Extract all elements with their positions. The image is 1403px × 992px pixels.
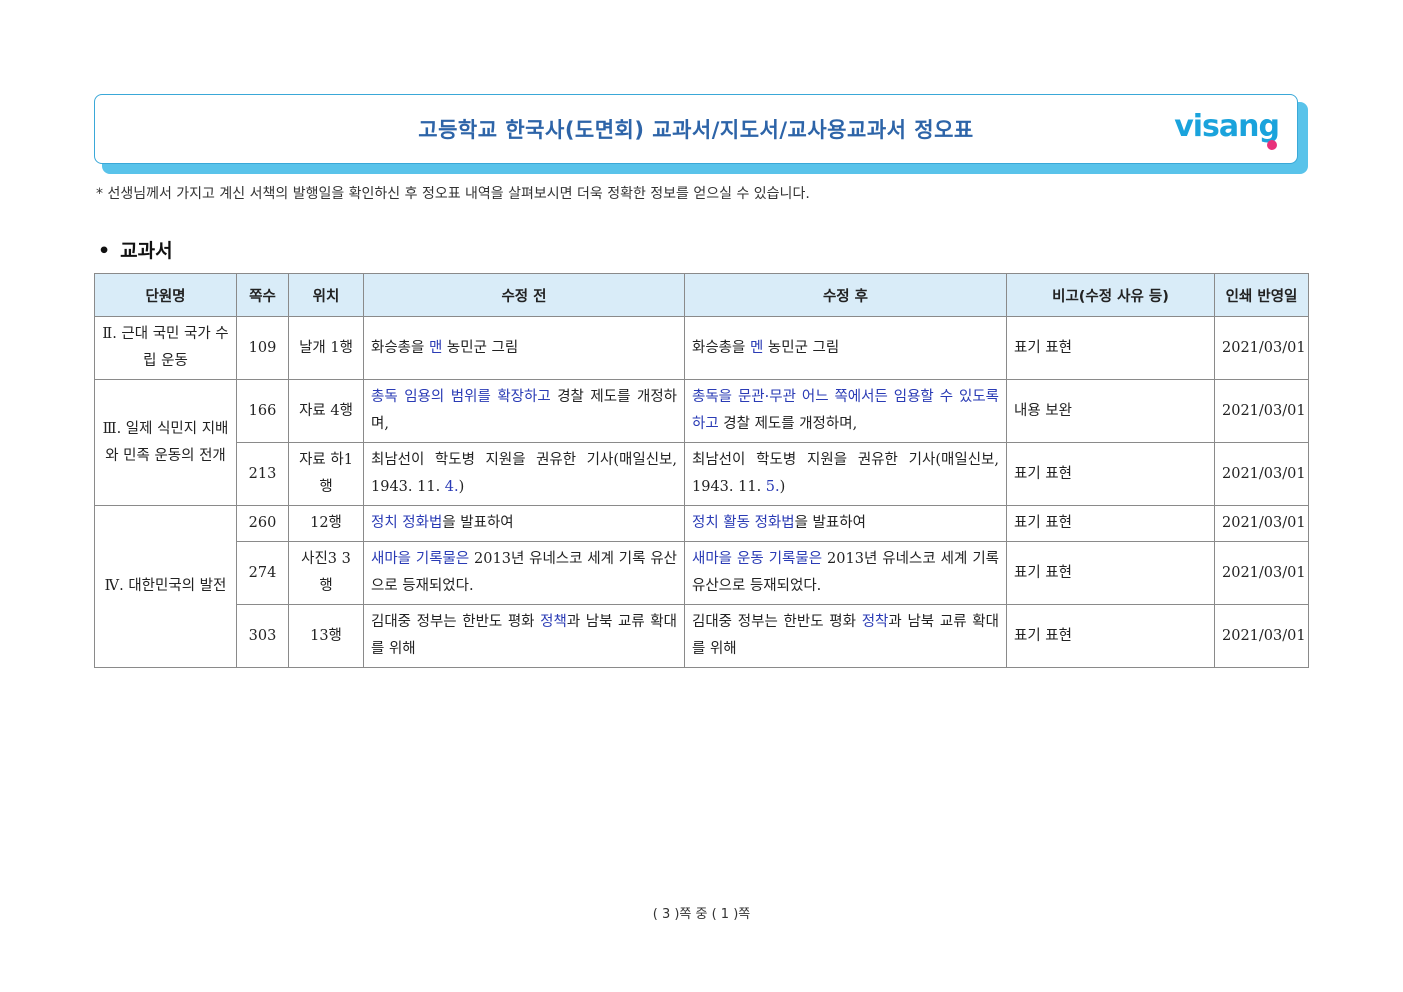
page-cell: 303 <box>236 604 289 668</box>
section-title: 교과서 <box>120 240 173 262</box>
header-banner: 고등학교 한국사(도면회) 교과서/지도서/교사용교과서 정오표 visang <box>94 94 1298 164</box>
highlighted-text: 정치 활동 정화법 <box>692 515 795 531</box>
highlighted-text: 맨 <box>428 339 443 356</box>
cell-text: ) <box>458 479 465 495</box>
position-cell: 자료 4행 <box>288 379 364 443</box>
cell-text: 김대중 정부는 한반도 평화 <box>692 614 862 630</box>
cell-text: 경찰 제도를 개정하며, <box>718 416 858 432</box>
cell-text: 2013년 유네스코 세계 기록 유산으로 등재되었다. <box>692 551 1000 594</box>
page-cell: 274 <box>236 541 289 605</box>
note-cell: 표기 표현 <box>1006 505 1215 542</box>
table-row: Ⅱ. 근대 국민 국가 수립 운동 109 날개 1행 화승총을 맨 농민군 그… <box>94 316 1309 380</box>
col-header-position: 위치 <box>288 273 364 317</box>
page-cell: 213 <box>236 442 289 506</box>
errata-table: 단원명 쪽수 위치 수정 전 수정 후 비고(수정 사유 등) 인쇄 반영일 Ⅱ… <box>94 273 1309 668</box>
highlighted-text: 총독을 문관·무관 어느 쪽에서든 임용할 수 있도록 하고 <box>692 389 999 432</box>
cell-text: 화승총을 <box>692 339 750 356</box>
page-cell: 260 <box>236 505 289 542</box>
unit-cell: Ⅳ. 대한민국의 발전 <box>94 505 237 668</box>
position-cell: 날개 1행 <box>288 316 364 380</box>
after-cell: 김대중 정부는 한반도 평화 정착과 남북 교류 확대를 위해 <box>684 604 1007 668</box>
cell-text: 최남선이 학도병 지원을 권유한 기사(매일신보, 1943. 11. <box>692 452 999 495</box>
before-cell: 김대중 정부는 한반도 평화 정책과 남북 교류 확대를 위해 <box>363 604 685 668</box>
note-cell: 표기 표현 <box>1006 442 1215 506</box>
logo-dot-icon <box>1267 140 1277 150</box>
position-cell: 13행 <box>288 604 364 668</box>
after-cell: 정치 활동 정화법을 발표하여 <box>684 505 1007 542</box>
table-header-row: 단원명 쪽수 위치 수정 전 수정 후 비고(수정 사유 등) 인쇄 반영일 <box>94 273 1309 317</box>
before-cell: 새마을 기록물은 2013년 유네스코 세계 기록 유산으로 등재되었다. <box>363 541 685 605</box>
bullet-icon: • <box>98 240 111 262</box>
unit-cell: Ⅱ. 근대 국민 국가 수립 운동 <box>94 316 237 380</box>
date-cell: 2021/03/01 <box>1214 316 1309 380</box>
date-cell: 2021/03/01 <box>1214 541 1309 605</box>
col-header-unit: 단원명 <box>94 273 237 317</box>
cell-text: 최남선이 학도병 지원을 권유한 기사(매일신보, 1943. 11. <box>371 452 677 495</box>
visang-logo: visang <box>1174 109 1280 144</box>
cell-text: ) <box>779 479 786 495</box>
cell-text: 과 남북 교류 확대를 위해 <box>692 614 999 657</box>
cell-text: 화승총을 <box>371 339 429 356</box>
col-header-page: 쪽수 <box>236 273 289 317</box>
date-cell: 2021/03/01 <box>1214 379 1309 443</box>
cell-text: 경찰 제도를 개정하며, <box>371 389 678 432</box>
after-cell: 최남선이 학도병 지원을 권유한 기사(매일신보, 1943. 11. 5.) <box>684 442 1007 506</box>
highlighted-text: 정책 <box>540 614 567 630</box>
before-cell: 화승총을 맨 농민군 그림 <box>363 316 685 380</box>
before-cell: 총독 임용의 범위를 확장하고 경찰 제도를 개정하며, <box>363 379 685 443</box>
table-row: 274 사진3 3행 새마을 기록물은 2013년 유네스코 세계 기록 유산으… <box>95 541 1309 605</box>
table-row: 303 13행 김대중 정부는 한반도 평화 정책과 남북 교류 확대를 위해 … <box>95 604 1309 668</box>
table-row: 213 자료 하1행 최남선이 학도병 지원을 권유한 기사(매일신보, 194… <box>95 442 1309 506</box>
page-cell: 166 <box>236 379 289 443</box>
cell-text: 농민군 그림 <box>763 339 840 356</box>
date-cell: 2021/03/01 <box>1214 604 1309 668</box>
note-cell: 표기 표현 <box>1006 541 1215 605</box>
cell-text: 2013년 유네스코 세계 기록 유산으로 등재되었다. <box>371 551 677 594</box>
after-cell: 총독을 문관·무관 어느 쪽에서든 임용할 수 있도록 하고 경찰 제도를 개정… <box>684 379 1007 443</box>
highlighted-text: 총독 임용의 범위를 확장하고 <box>371 389 551 405</box>
notice-text: * 선생님께서 가지고 계신 서책의 발행일을 확인하신 후 정오표 내역을 살… <box>96 186 810 202</box>
after-cell: 화승총을 멘 농민군 그림 <box>684 316 1007 380</box>
col-header-date: 인쇄 반영일 <box>1214 273 1309 317</box>
col-header-before: 수정 전 <box>363 273 685 317</box>
cell-text: 을 발표하여 <box>794 515 866 531</box>
position-cell: 12행 <box>288 505 364 542</box>
section-heading: • 교과서 <box>98 236 173 263</box>
before-cell: 최남선이 학도병 지원을 권유한 기사(매일신보, 1943. 11. 4.) <box>363 442 685 506</box>
unit-cell: Ⅲ. 일제 식민지 지배와 민족 운동의 전개 <box>94 379 237 506</box>
position-cell: 사진3 3행 <box>288 541 364 605</box>
note-cell: 표기 표현 <box>1006 316 1215 380</box>
table-row: Ⅳ. 대한민국의 발전 260 12행 정치 정화법을 발표하여 정치 활동 정… <box>94 505 1309 668</box>
note-cell: 내용 보완 <box>1006 379 1215 443</box>
page-cell: 109 <box>236 316 289 380</box>
highlighted-text: 새마을 운동 기록물은 <box>692 551 823 567</box>
page-title: 고등학교 한국사(도면회) 교과서/지도서/교사용교과서 정오표 <box>418 118 974 142</box>
highlighted-text: 정착 <box>861 614 889 630</box>
highlighted-text: 새마을 기록물은 <box>371 551 470 567</box>
cell-text: 을 발표하여 <box>442 515 514 531</box>
highlighted-text: 5. <box>765 479 780 495</box>
cell-text: 농민군 그림 <box>442 339 519 356</box>
page-footer: ( 3 )쪽 중 ( 1 )쪽 <box>652 907 751 922</box>
highlighted-text: 정치 정화법 <box>371 515 443 531</box>
col-header-after: 수정 후 <box>684 273 1007 317</box>
note-cell: 표기 표현 <box>1006 604 1215 668</box>
date-cell: 2021/03/01 <box>1214 505 1309 542</box>
col-header-note: 비고(수정 사유 등) <box>1006 273 1215 317</box>
highlighted-text: 멘 <box>749 339 764 356</box>
position-cell: 자료 하1행 <box>288 442 364 506</box>
after-cell: 새마을 운동 기록물은 2013년 유네스코 세계 기록 유산으로 등재되었다. <box>684 541 1007 605</box>
before-cell: 정치 정화법을 발표하여 <box>363 505 685 542</box>
date-cell: 2021/03/01 <box>1214 442 1309 506</box>
cell-text: 김대중 정부는 한반도 평화 <box>371 614 541 630</box>
highlighted-text: 4. <box>444 479 459 495</box>
table-row: Ⅲ. 일제 식민지 지배와 민족 운동의 전개 166 자료 4행 총독 임용의… <box>94 379 1309 506</box>
cell-text: 과 남북 교류 확대를 위해 <box>371 614 677 657</box>
